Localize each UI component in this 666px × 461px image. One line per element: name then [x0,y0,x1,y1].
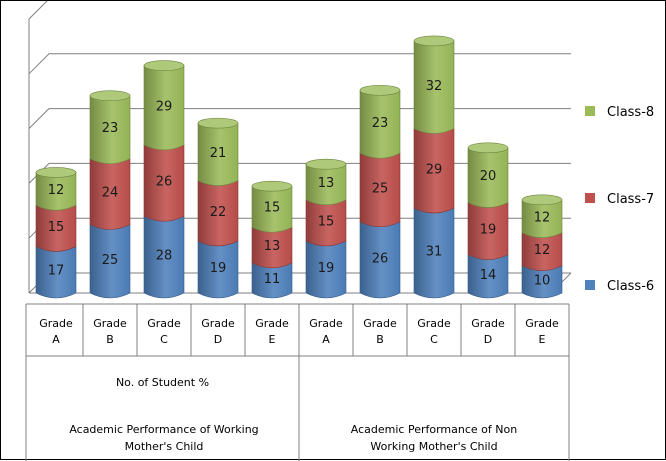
bar-column: 19 15 13 [305,158,347,299]
data-label: 25 [102,253,119,268]
legend-label: Class-7 [607,192,654,207]
category-label: Grade C [147,317,181,346]
data-label: 15 [264,201,281,216]
data-label: 23 [372,116,389,131]
bar-segment-class-7: 24 [89,158,131,230]
bar-segment-class-8: 15 [251,180,293,233]
bar-segment-class-8: 23 [359,84,401,159]
data-label: 19 [318,261,335,276]
category-label: Grade B [363,317,397,346]
bar-column: 26 25 23 [359,84,401,299]
chart-bars: 17 15 12 25 24 23 28 26 29 19 22 21 11 13 15 19 15 13 26 25… [35,35,563,299]
data-label: 14 [480,268,497,283]
bar-column: 31 29 32 [413,35,455,299]
bar-segment-class-8: 20 [467,142,509,208]
legend-item: Class-6 [585,279,654,294]
data-label: 15 [318,214,335,229]
bar-segment-class-6: 31 [413,207,455,299]
gridline [28,53,571,75]
data-label: 10 [534,273,551,288]
bar-segment-class-6: 19 [197,240,239,299]
legend-label: Class-8 [607,105,654,120]
data-label: 24 [102,186,119,201]
category-label: Grade E [525,317,559,346]
data-label: 19 [480,223,497,238]
bar-segment-class-8: 12 [35,167,77,211]
legend-swatch [585,280,595,290]
gridline [28,1,48,20]
data-label: 19 [210,261,227,276]
bar-segment-class-7: 19 [467,202,509,260]
bar-column: 11 13 15 [251,180,293,299]
bar-segment-class-6: 19 [305,240,347,299]
bar-segment-class-7: 29 [413,128,455,214]
bar-column: 28 26 29 [143,60,185,299]
chart-legend: Class-8 Class-7 Class-6 [585,105,654,294]
group-label: Academic Performance of Non Working Mothe… [351,423,517,453]
legend-item: Class-7 [585,192,654,207]
category-label: Grade C [417,317,451,346]
data-label: 17 [48,264,65,279]
category-label: Grade E [255,317,289,346]
bar-segment-class-8: 21 [197,117,239,186]
group-label: Academic Performance of Working Mother's … [69,423,258,453]
bar-segment-class-8: 23 [89,90,131,165]
bar-segment-class-7: 12 [521,232,563,271]
data-label: 11 [264,272,281,287]
data-label: 29 [426,162,443,177]
bar-segment-class-7: 13 [251,226,293,269]
category-label: Grade B [93,317,127,346]
data-label: 15 [48,220,65,235]
bar-column: 10 12 12 [521,194,563,299]
category-label: Grade A [39,317,73,346]
bar-segment-class-6: 14 [467,254,509,299]
bar-segment-class-8: 12 [521,194,563,239]
bar-segment-class-6: 25 [89,224,131,299]
data-label: 13 [318,176,335,191]
data-label: 12 [534,243,551,258]
bar-segment-class-6: 17 [35,246,77,299]
bar-segment-class-6: 11 [251,262,293,299]
data-label: 13 [264,239,281,254]
legend-item: Class-8 [585,105,654,120]
bar-segment-class-7: 15 [305,199,347,247]
bar-column: 14 19 20 [467,142,509,299]
data-label: 31 [426,245,443,260]
bar-segment-class-8: 13 [305,158,347,206]
bar-segment-class-7: 15 [35,205,77,252]
data-label: 21 [210,146,227,161]
legend-label: Class-6 [607,279,654,294]
bar-segment-class-6: 28 [143,215,185,299]
data-label: 25 [372,182,389,197]
legend-swatch [585,106,595,116]
data-label: 29 [156,99,173,114]
legend-swatch [585,193,595,203]
data-label: 12 [48,183,65,198]
bar-segment-class-7: 25 [359,152,401,228]
bar-segment-class-8: 32 [413,35,455,134]
data-label: 22 [210,205,227,220]
data-label: 26 [156,175,173,190]
data-label: 12 [534,210,551,225]
data-label: 28 [156,249,173,264]
axis-subtitle: No. of Student % [116,376,209,389]
bar-column: 25 24 23 [89,90,131,299]
data-label: 23 [102,121,119,136]
bar-segment-class-7: 26 [143,144,185,222]
bar-segment-class-6: 26 [359,221,401,299]
category-label: Grade D [471,317,505,346]
category-axis: Grade A Grade B Grade C Grade D Grade E Grade A Grad… [25,303,570,461]
bar-segment-class-6: 10 [521,265,563,299]
bar-segment-class-7: 22 [197,180,239,247]
data-label: 20 [480,169,497,184]
bar-column: 17 15 12 [35,167,77,299]
category-label: Grade A [309,317,343,346]
bar-column: 19 22 21 [197,117,239,299]
data-label: 32 [426,79,443,94]
category-label: Grade D [201,317,235,346]
bar-segment-class-8: 29 [143,60,185,151]
data-label: 26 [372,251,389,266]
